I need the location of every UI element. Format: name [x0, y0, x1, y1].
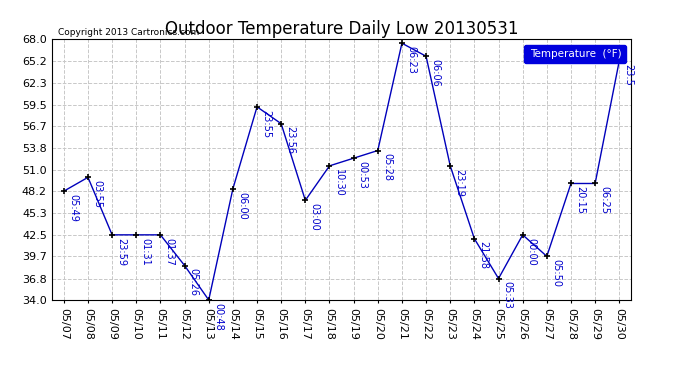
Text: 05:26: 05:26 — [189, 268, 199, 296]
Text: 00:48: 00:48 — [213, 303, 223, 330]
Title: Outdoor Temperature Daily Low 20130531: Outdoor Temperature Daily Low 20130531 — [165, 20, 518, 38]
Text: Copyright 2013 Cartronics.com: Copyright 2013 Cartronics.com — [57, 28, 199, 37]
Text: 23:56: 23:56 — [286, 126, 295, 154]
Text: 05:33: 05:33 — [503, 281, 513, 309]
Text: 20:15: 20:15 — [575, 186, 585, 214]
Text: 23:59: 23:59 — [117, 238, 126, 266]
Text: 01:37: 01:37 — [165, 238, 175, 266]
Text: 03:00: 03:00 — [310, 203, 319, 231]
Text: 05:28: 05:28 — [382, 153, 392, 181]
Text: 23:55: 23:55 — [262, 110, 271, 138]
Text: 06:00: 06:00 — [237, 192, 247, 219]
Text: 23:5: 23:5 — [624, 64, 633, 86]
Text: 06:25: 06:25 — [600, 186, 609, 214]
Text: 06:23: 06:23 — [406, 46, 416, 74]
Text: 05:49: 05:49 — [68, 194, 78, 222]
Text: 10:30: 10:30 — [334, 169, 344, 196]
Text: 23:19: 23:19 — [455, 169, 464, 196]
Legend: Temperature  (°F): Temperature (°F) — [524, 45, 626, 63]
Text: 05:50: 05:50 — [551, 259, 561, 287]
Text: 01:31: 01:31 — [141, 238, 150, 266]
Text: 00:00: 00:00 — [527, 238, 537, 266]
Text: 21:58: 21:58 — [479, 242, 489, 270]
Text: 00:53: 00:53 — [358, 161, 368, 189]
Text: 03:55: 03:55 — [92, 180, 102, 208]
Text: 06:06: 06:06 — [431, 59, 440, 87]
